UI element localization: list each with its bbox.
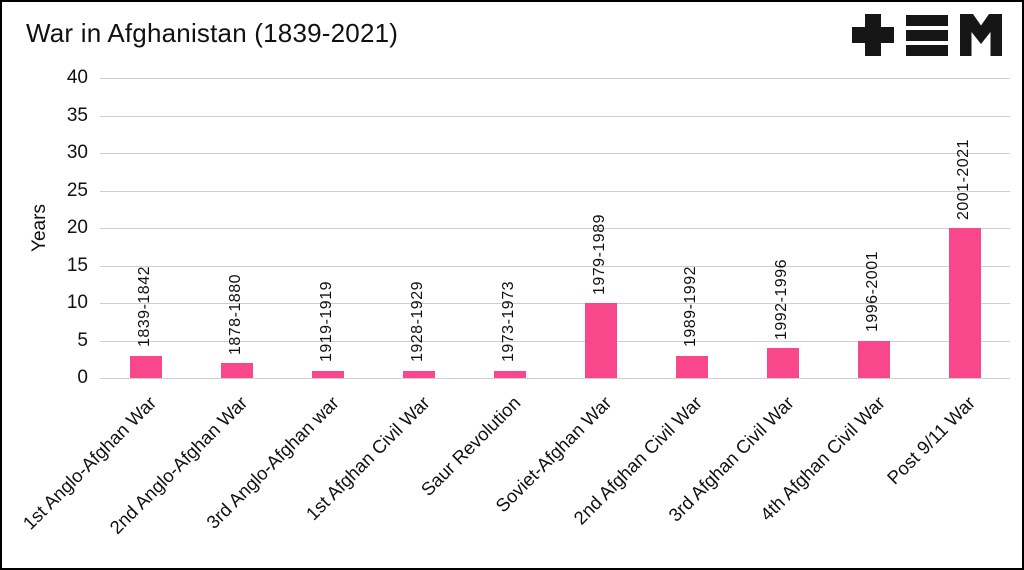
gridline	[100, 115, 1010, 117]
chart-title: War in Afghanistan (1839-2021)	[26, 18, 399, 48]
y-tick-label: 20	[66, 217, 88, 238]
bar-range-label: 1878-1880	[226, 273, 244, 355]
gridline	[100, 78, 1010, 79]
y-tick-label: 35	[66, 104, 88, 126]
gridline	[100, 340, 1010, 342]
tem-logo	[852, 14, 1002, 56]
bar	[675, 355, 708, 378]
bar-range-label: 1928-1929	[408, 281, 426, 363]
gridline	[100, 378, 1010, 379]
bar	[857, 340, 890, 378]
plus-icon	[852, 14, 894, 56]
logo-graphic	[852, 14, 1002, 56]
bar-range-label: 2001-2021	[954, 138, 972, 220]
bar	[948, 228, 981, 378]
bar	[220, 363, 253, 378]
y-tick-label: 0	[77, 367, 88, 388]
y-tick-label: 5	[77, 329, 88, 351]
gridline	[100, 228, 1010, 229]
y-tick-label: 25	[66, 179, 88, 201]
bar-range-label: 1919-1919	[317, 281, 335, 363]
gridline	[100, 265, 1010, 267]
y-tick-label: 40	[66, 67, 88, 88]
m-glyph-icon	[960, 14, 1002, 56]
bar	[584, 303, 617, 378]
gridline	[100, 303, 1010, 304]
bar	[311, 370, 344, 378]
triple-bar-icon	[906, 15, 948, 56]
y-tick-label: 30	[66, 142, 88, 163]
bar	[129, 355, 162, 378]
bar-range-label: 1839-1842	[135, 266, 153, 348]
bar-range-label: 1992-1996	[772, 258, 790, 340]
bar	[402, 370, 435, 378]
bar-range-label: 1989-1992	[681, 266, 699, 348]
gridline	[100, 190, 1010, 192]
bar	[766, 348, 799, 378]
bar-range-label: 1973-1973	[499, 281, 517, 363]
bar	[493, 370, 526, 378]
y-tick-label: 10	[66, 292, 88, 313]
bar-range-label: 1979-1989	[590, 213, 608, 295]
y-tick-label: 15	[66, 254, 88, 276]
x-tick-label: Post 9/11 War	[883, 392, 980, 489]
bar-range-label: 1996-2001	[863, 251, 881, 333]
gridline	[100, 153, 1010, 154]
